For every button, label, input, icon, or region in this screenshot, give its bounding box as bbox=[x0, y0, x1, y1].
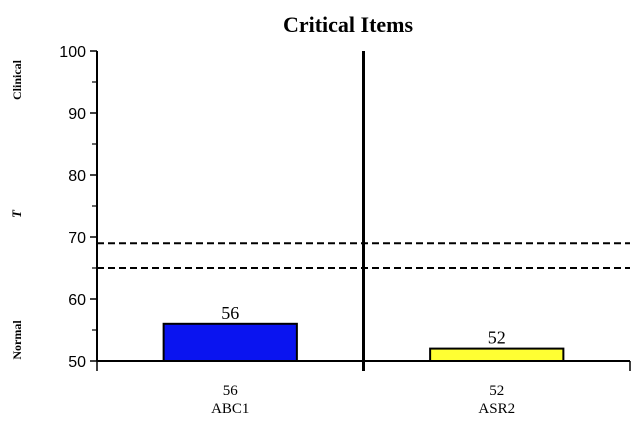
plot-area: 50 60 70 80 90 100 56 56 ABC1 52 52 ASR2 bbox=[59, 44, 631, 417]
x-value-label: 52 bbox=[489, 383, 504, 399]
side-label-t: T bbox=[9, 209, 24, 218]
x-value-label: 56 bbox=[223, 383, 239, 399]
y-tick-label: 100 bbox=[59, 44, 86, 61]
x-category-label: ASR2 bbox=[478, 401, 515, 417]
data-label: 56 bbox=[221, 303, 239, 323]
side-label-clinical: Clinical bbox=[10, 59, 24, 100]
data-label: 52 bbox=[488, 328, 506, 348]
x-category-label: ABC1 bbox=[211, 401, 249, 417]
side-label-normal: Normal bbox=[10, 320, 24, 360]
y-tick-label: 80 bbox=[68, 168, 86, 185]
y-tick-label: 50 bbox=[68, 354, 86, 371]
y-tick-label: 60 bbox=[68, 292, 86, 309]
bar-abc1 bbox=[162, 322, 298, 362]
bar-asr2 bbox=[429, 347, 565, 363]
chart-title: Critical Items bbox=[283, 12, 414, 37]
y-tick-label: 90 bbox=[68, 106, 86, 123]
y-tick-label: 70 bbox=[68, 230, 86, 247]
